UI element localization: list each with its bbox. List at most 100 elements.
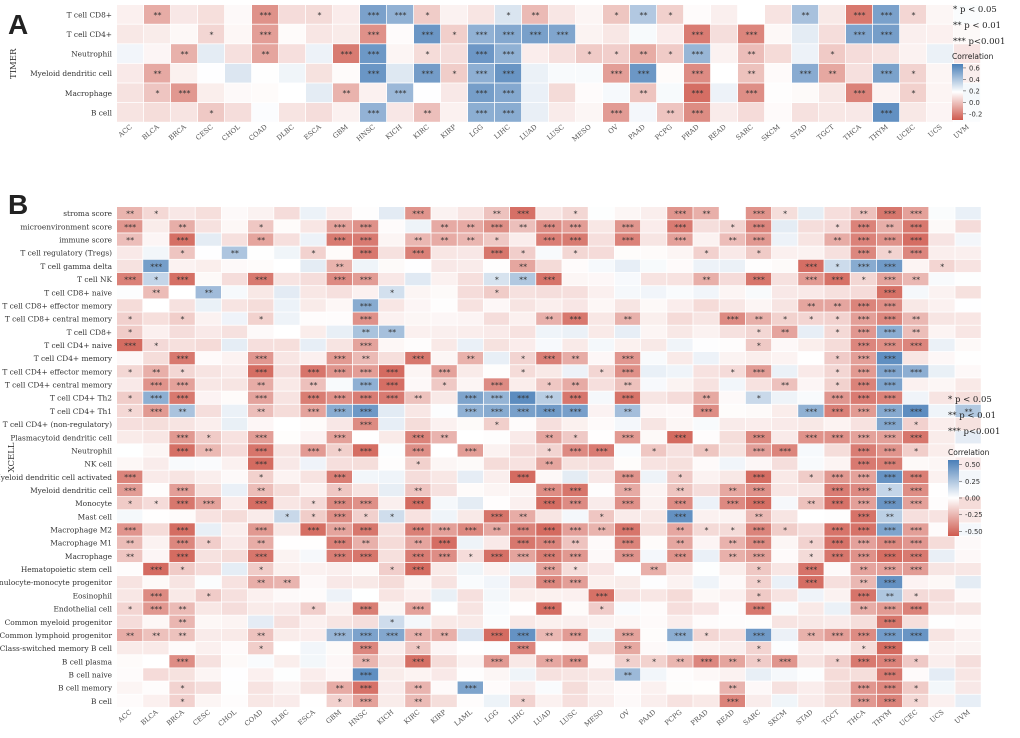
column-label: PRAD <box>689 708 710 727</box>
heatmap-cell <box>195 286 221 299</box>
significance-mark: * <box>652 658 656 667</box>
heatmap-cell <box>630 83 657 103</box>
significance-mark: *** <box>334 526 346 535</box>
heatmap-cell <box>850 391 876 404</box>
heatmap-cell <box>457 694 483 708</box>
heatmap-cell <box>824 312 850 325</box>
heatmap-cell <box>279 5 306 24</box>
column-label: LUSC <box>559 708 579 727</box>
heatmap-cell <box>850 325 876 338</box>
heatmap-cell <box>352 668 379 681</box>
heatmap-cell <box>745 549 772 563</box>
row-label: T cell CD4+ memory <box>34 354 113 363</box>
heatmap-cell <box>457 641 483 655</box>
significance-mark: *** <box>858 394 870 403</box>
significance-mark: *** <box>517 210 529 219</box>
significance-mark: *** <box>465 684 477 693</box>
heatmap-cell <box>510 628 536 642</box>
heatmap-cell <box>143 483 169 497</box>
heatmap-cell <box>667 523 693 536</box>
heatmap-cell <box>765 83 792 103</box>
heatmap-cell <box>431 378 457 391</box>
heatmap-cell <box>614 233 641 246</box>
heatmap-cell <box>684 44 711 63</box>
heatmap-cell <box>745 417 772 431</box>
heatmap-cell <box>117 470 143 483</box>
significance-mark: ** <box>519 223 527 232</box>
heatmap-cell <box>850 655 876 668</box>
heatmap-cell <box>850 641 876 655</box>
heatmap-cell <box>169 272 195 286</box>
significance-mark: *** <box>439 539 451 548</box>
significance-mark: *** <box>360 605 372 614</box>
heatmap-cell <box>169 378 195 391</box>
heatmap-cell <box>772 259 798 273</box>
heatmap-cell <box>169 496 195 510</box>
heatmap-cell <box>641 576 667 589</box>
heatmap-cell <box>510 246 536 259</box>
row-label: Hematopoietic stem cell <box>21 565 113 574</box>
heatmap-cell <box>274 470 300 483</box>
heatmap-cell <box>798 655 824 668</box>
heatmap-cell <box>221 549 248 563</box>
significance-mark: ** <box>834 236 842 245</box>
heatmap-cell <box>352 404 379 418</box>
heatmap-cell <box>798 576 824 589</box>
heatmap-cell <box>903 365 929 378</box>
heatmap-cell <box>405 246 431 259</box>
significance-mark: * <box>495 289 499 298</box>
heatmap-cell <box>483 378 510 391</box>
heatmap-cell <box>431 365 457 378</box>
heatmap-cell <box>117 259 143 273</box>
significance-mark: *** <box>884 289 896 298</box>
heatmap-cell <box>143 655 169 668</box>
heatmap-cell <box>195 246 221 259</box>
heatmap-cell <box>562 549 588 563</box>
heatmap-cell <box>248 299 274 312</box>
heatmap-cell <box>405 312 431 325</box>
significance-mark: *** <box>674 500 686 509</box>
heatmap-cell <box>431 681 457 694</box>
significance-mark: *** <box>800 70 812 79</box>
significance-mark: ** <box>545 658 553 667</box>
heatmap-cell <box>300 641 326 655</box>
heatmap-cell <box>279 63 306 83</box>
heatmap-cell <box>772 470 798 483</box>
heatmap-cell <box>772 391 798 404</box>
heatmap-cell <box>248 391 274 404</box>
heatmap-cell <box>719 351 745 365</box>
significance-mark: * <box>615 50 619 59</box>
heatmap-cell <box>405 470 431 483</box>
heatmap-cell <box>468 103 495 122</box>
significance-mark: *** <box>334 552 346 561</box>
heatmap-cell <box>614 602 641 615</box>
significance-mark: * <box>521 355 525 364</box>
heatmap-cell <box>824 576 850 589</box>
significance-mark: * <box>338 697 342 706</box>
heatmap-cell <box>221 641 248 655</box>
heatmap-cell <box>457 220 483 233</box>
heatmap-cell <box>117 103 144 122</box>
heatmap-cell <box>326 351 352 365</box>
significance-mark: *** <box>570 631 582 640</box>
heatmap-cell <box>522 83 549 103</box>
heatmap-cell <box>352 615 379 628</box>
heatmap-cell <box>457 602 483 615</box>
heatmap-cell <box>326 655 352 668</box>
significance-mark: ** <box>414 697 422 706</box>
significance-mark: *** <box>570 526 582 535</box>
heatmap-cell <box>824 681 850 694</box>
heatmap-cell <box>955 404 981 418</box>
heatmap-cell <box>510 207 536 220</box>
heatmap-cell <box>719 668 745 681</box>
heatmap-cell <box>117 299 143 312</box>
heatmap-cell <box>719 220 745 233</box>
heatmap-cell <box>614 536 641 549</box>
significance-mark: * <box>574 434 578 443</box>
heatmap-cell <box>929 694 955 708</box>
heatmap-cell <box>588 549 614 563</box>
significance-mark: *** <box>832 473 844 482</box>
significance-mark: *** <box>386 631 398 640</box>
significance-mark: *** <box>543 236 555 245</box>
significance-mark: *** <box>910 368 922 377</box>
